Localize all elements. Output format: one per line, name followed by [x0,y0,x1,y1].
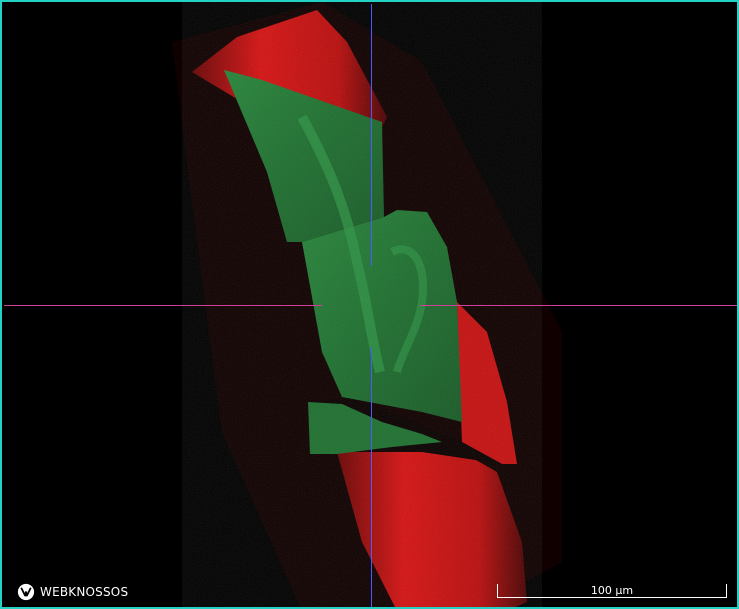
crosshair-vertical-top [371,4,372,266]
scalebar: 100 µm [497,584,727,598]
webknossos-logo-icon [17,583,35,601]
brand-label: WEBKNOSSOS [40,585,129,599]
crosshair-horizontal-left [4,305,322,306]
crosshair-vertical-bottom [371,347,372,607]
webknossos-brand[interactable]: WEBKNOSSOS [17,582,128,602]
scalebar-label: 100 µm [590,584,634,597]
crosshair-horizontal-right [420,305,737,306]
